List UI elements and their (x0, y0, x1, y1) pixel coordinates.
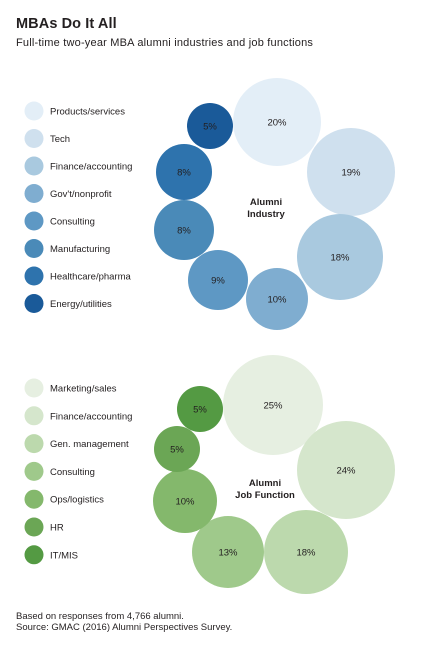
center-label-line-0: Alumni (249, 478, 281, 489)
data-label-finance-accounting: 24% (336, 466, 356, 477)
bubble-hr (154, 426, 200, 472)
data-label-energy-utilities: 5% (203, 122, 217, 133)
legend-label-products-services: Products/services (50, 107, 125, 118)
bubble-consulting (192, 516, 264, 588)
footnote: Based on responses from 4,766 alumni. (16, 611, 184, 622)
bubble-finance-accounting (297, 214, 383, 300)
legend-swatch-healthcare-pharma (24, 266, 44, 286)
legend-label-hr: HR (50, 523, 64, 534)
center-label-line-0: Alumni (250, 197, 282, 208)
bubble-gov-t-nonprofit (246, 268, 308, 330)
data-label-healthcare-pharma: 8% (177, 168, 191, 179)
legend-swatch-hr (24, 517, 44, 537)
legend-label-marketing-sales: Marketing/sales (50, 384, 117, 395)
legend-label-it-mis: IT/MIS (50, 550, 78, 561)
data-label-ops-logistics: 10% (175, 497, 195, 508)
chart-1: Marketing/sales Finance/accounting Gen. ma… (24, 355, 395, 594)
bubble-manufacturing (154, 200, 214, 260)
data-label-manufacturing: 8% (177, 226, 191, 237)
bubble-energy-utilities (187, 103, 233, 149)
legend-label-gen-management: Gen. management (50, 439, 129, 450)
legend-label-consulting: Consulting (50, 467, 95, 478)
legend-swatch-products-services (24, 101, 44, 121)
legend-label-finance-accounting: Finance/accounting (50, 411, 132, 422)
legend-swatch-gov-t-nonprofit (24, 184, 44, 203)
data-label-it-mis: 5% (193, 405, 207, 416)
legend-label-energy-utilities: Energy/utilities (50, 299, 112, 310)
center-label-line-1: Job Function (235, 490, 295, 501)
data-label-finance-accounting: 18% (330, 253, 350, 264)
bubble-marketing-sales (223, 355, 323, 455)
chart-0: Products/services Tech Finance/accounting G… (24, 78, 395, 330)
legend-swatch-finance-accounting (24, 406, 44, 426)
legend-swatch-marketing-sales (24, 378, 44, 398)
data-label-consulting: 9% (211, 276, 225, 287)
legend-swatch-energy-utilities (24, 294, 44, 313)
chart-subtitle: Full-time two-year MBA alumni industries… (16, 37, 314, 49)
legend-swatch-consulting (24, 461, 44, 481)
legend-label-ops-logistics: Ops/logistics (50, 495, 104, 506)
data-label-marketing-sales: 25% (263, 401, 283, 412)
center-label-line-1: Industry (247, 209, 285, 220)
legend-swatch-ops-logistics (24, 489, 44, 509)
bubble-consulting (188, 250, 248, 310)
data-label-gov-t-nonprofit: 10% (267, 295, 287, 306)
legend-swatch-tech (24, 129, 44, 148)
data-label-products-services: 20% (267, 118, 287, 129)
legend-label-manufacturing: Manufacturing (50, 244, 110, 255)
bubble-finance-accounting (297, 421, 395, 519)
legend-swatch-manufacturing (24, 239, 44, 258)
bubble-it-mis (177, 386, 223, 432)
legend-label-tech: Tech (50, 134, 70, 145)
legend-label-healthcare-pharma: Healthcare/pharma (50, 272, 132, 283)
bubble-tech (307, 128, 395, 216)
chart-title: MBAs Do It All (16, 16, 117, 32)
bubble-healthcare-pharma (156, 144, 212, 200)
legend-label-gov-t-nonprofit: Gov't/nonprofit (50, 189, 112, 200)
data-label-consulting: 13% (218, 548, 238, 559)
source-credit: Source: GMAC (2016) Alumni Perspectives … (16, 622, 233, 633)
legend-label-finance-accounting: Finance/accounting (50, 162, 132, 173)
legend-swatch-finance-accounting (24, 156, 44, 176)
legend-label-consulting: Consulting (50, 217, 95, 228)
bubble-products-services (233, 78, 321, 166)
data-label-tech: 19% (341, 168, 361, 179)
bubble-ops-logistics (153, 469, 217, 533)
legend-swatch-gen-management (24, 434, 44, 454)
data-label-hr: 5% (170, 445, 184, 456)
bubble-gen-management (264, 510, 348, 594)
data-label-gen-management: 18% (296, 548, 316, 559)
legend-swatch-it-mis (24, 545, 44, 565)
legend-swatch-consulting (24, 211, 44, 231)
